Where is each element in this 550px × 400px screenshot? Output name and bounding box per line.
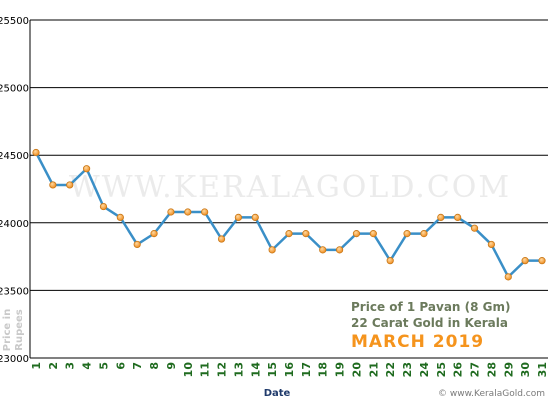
data-point xyxy=(403,230,411,238)
data-point xyxy=(369,230,377,238)
x-axis-label: Date xyxy=(264,388,291,399)
x-tick-label: 21 xyxy=(367,362,380,377)
x-tick-label: 8 xyxy=(148,362,161,370)
x-tick-label: 5 xyxy=(97,362,110,370)
y-tick-label: 25500 xyxy=(0,16,29,27)
data-point xyxy=(268,246,276,254)
x-tick-label: 30 xyxy=(519,362,532,378)
data-point xyxy=(538,257,546,265)
data-point xyxy=(335,246,344,254)
y-axis-label-line-1: Price in xyxy=(2,309,13,351)
x-tick-label: 20 xyxy=(350,362,363,378)
y-axis-label: Price in Rupees xyxy=(2,309,25,351)
x-tick-label: 27 xyxy=(469,362,482,377)
x-tick-label: 19 xyxy=(334,362,347,377)
x-tick-label: 3 xyxy=(64,362,77,370)
data-point xyxy=(234,213,242,221)
data-point xyxy=(454,213,462,221)
x-tick-label: 16 xyxy=(283,362,296,378)
x-tick-label: 15 xyxy=(266,362,279,377)
data-point xyxy=(201,208,209,216)
data-point xyxy=(217,235,226,243)
annotation-carat: 22 Carat Gold in Kerala xyxy=(351,316,508,330)
data-point xyxy=(133,240,141,249)
x-tick-label: 23 xyxy=(401,362,414,377)
x-tick-label: 2 xyxy=(47,362,60,370)
x-tick-label: 10 xyxy=(182,362,195,378)
data-point xyxy=(83,165,91,173)
x-tick-label: 28 xyxy=(485,362,498,377)
watermark-text: WWW.KERALAGOLD.COM xyxy=(69,170,511,205)
data-point xyxy=(66,181,74,189)
data-point xyxy=(521,257,529,265)
data-point xyxy=(319,246,327,254)
x-tick-label: 12 xyxy=(216,362,229,377)
series-price xyxy=(32,148,546,281)
y-tick-label: 23000 xyxy=(0,354,29,365)
x-tick-label: 26 xyxy=(452,362,465,378)
grid-lines xyxy=(29,19,548,359)
x-tick-label: 1 xyxy=(30,362,43,370)
data-point xyxy=(487,240,495,249)
x-tick-label: 11 xyxy=(199,362,212,377)
data-point xyxy=(285,230,293,238)
data-point xyxy=(420,230,428,238)
y-axis-label-line-2: Rupees xyxy=(14,309,25,351)
data-point xyxy=(251,213,259,221)
data-point xyxy=(167,208,175,216)
x-tick-label: 6 xyxy=(114,362,127,370)
data-point xyxy=(99,202,108,211)
annotation-pavan: Price of 1 Pavan (8 Gm) xyxy=(351,300,511,314)
y-tick-label: 25000 xyxy=(0,84,29,95)
data-point xyxy=(437,213,445,221)
y-axis-ticks: 23000 23500 24000 24500 25000 25500 xyxy=(0,16,29,365)
x-axis-ticks: 1 2 3 4 5 6 7 8 9 10 11 12 13 14 15 16 17 18 19 20 21 22 23 24 2… xyxy=(30,362,549,378)
y-tick-label: 23500 xyxy=(0,286,29,297)
x-tick-label: 14 xyxy=(249,362,262,378)
data-point xyxy=(116,213,124,221)
x-tick-label: 9 xyxy=(165,362,178,370)
data-point xyxy=(150,230,158,238)
x-tick-label: 4 xyxy=(81,362,94,370)
x-tick-label: 22 xyxy=(384,362,397,377)
x-tick-label: 31 xyxy=(536,362,549,377)
data-point xyxy=(470,224,479,232)
data-point xyxy=(302,230,310,238)
data-point xyxy=(184,208,192,216)
annotation-month: MARCH 2019 xyxy=(351,332,484,352)
x-tick-label: 17 xyxy=(300,362,313,377)
x-tick-label: 29 xyxy=(502,362,515,377)
data-point xyxy=(386,257,394,265)
x-tick-label: 7 xyxy=(131,362,144,370)
x-tick-label: 24 xyxy=(418,362,431,378)
x-tick-label: 25 xyxy=(435,362,448,377)
data-point xyxy=(49,181,57,189)
data-point xyxy=(352,230,361,238)
data-point xyxy=(32,148,40,157)
x-tick-label: 18 xyxy=(317,362,330,377)
y-tick-label: 24500 xyxy=(0,151,29,162)
credit-text: © www.KeralaGold.com xyxy=(438,389,545,399)
y-tick-label: 24000 xyxy=(0,219,29,230)
x-tick-label: 13 xyxy=(232,362,245,377)
data-point xyxy=(504,273,512,281)
